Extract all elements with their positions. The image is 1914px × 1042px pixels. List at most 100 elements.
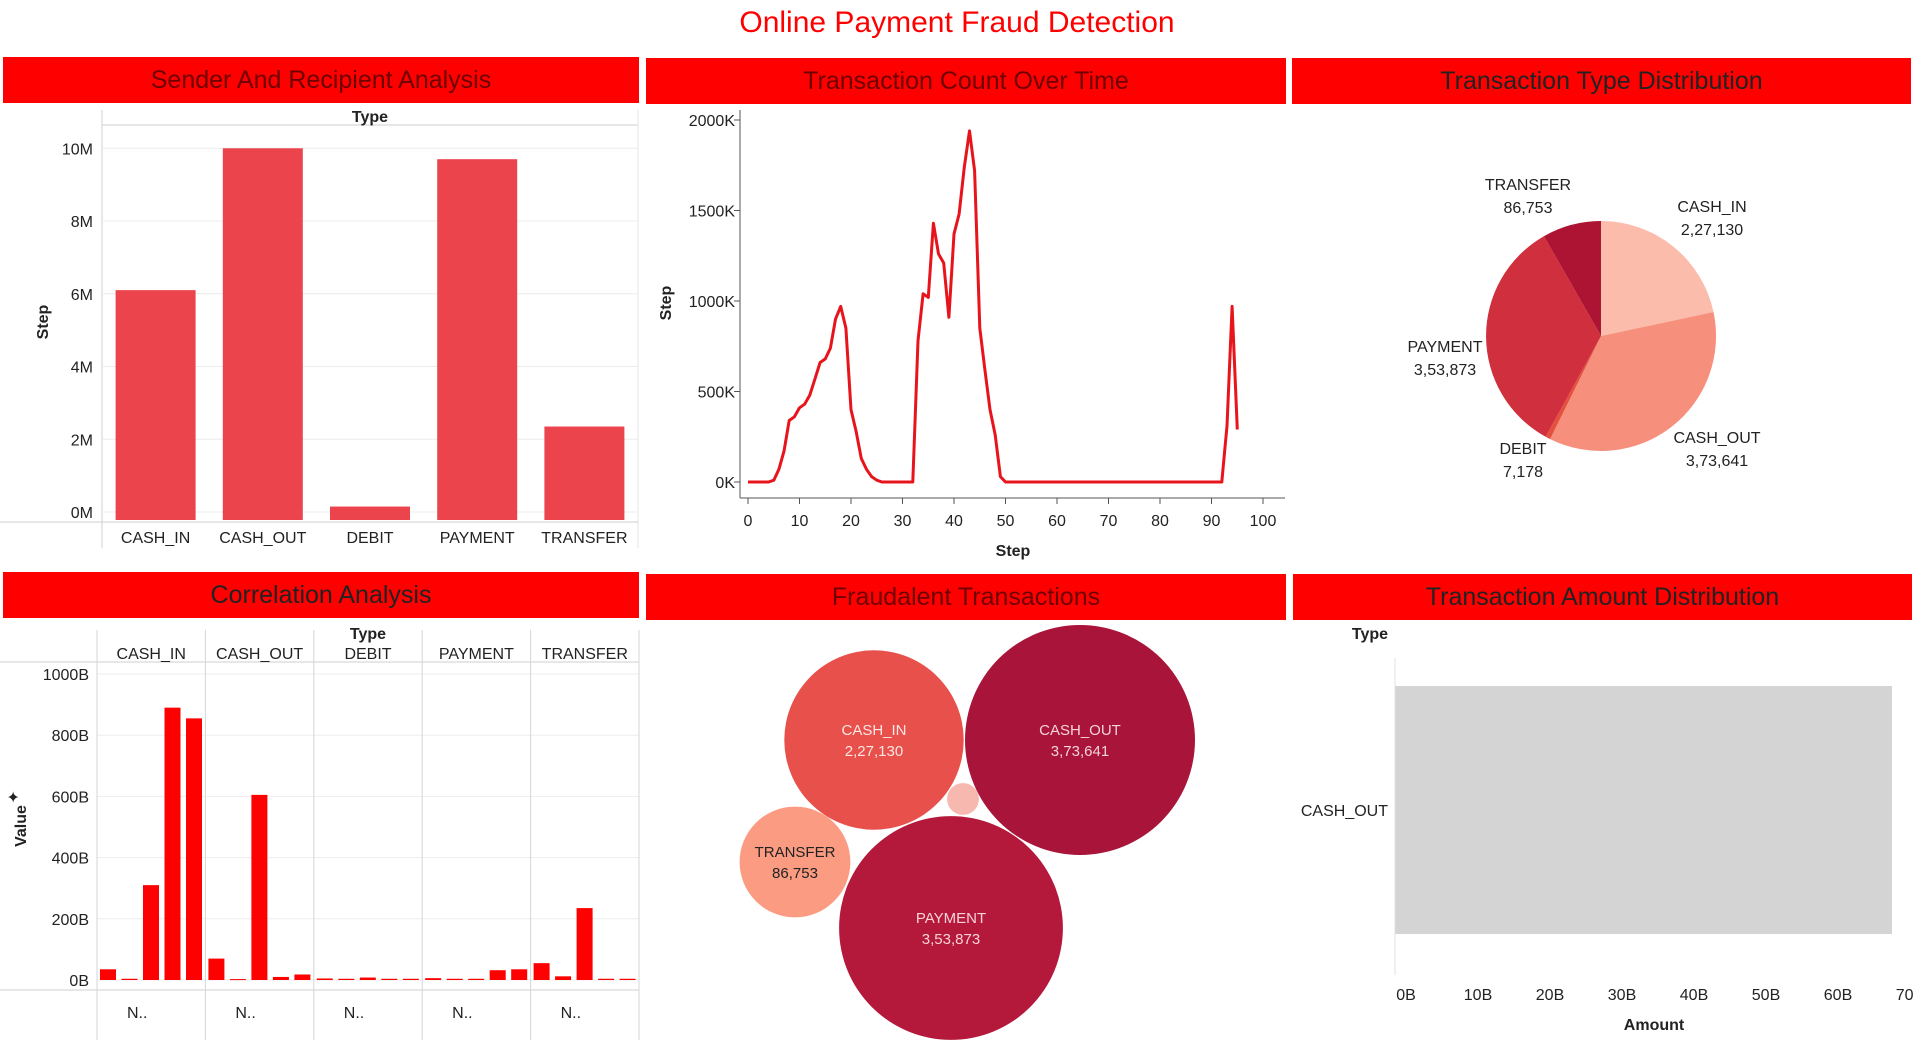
bar — [121, 978, 138, 980]
bar — [446, 978, 463, 980]
y-tick-label: 800B — [52, 728, 89, 745]
bubble-value: 86,753 — [772, 865, 818, 882]
slice-label: CASH_OUT — [1673, 430, 1760, 447]
x-tick-label: 10 — [791, 513, 809, 530]
bottom-label: N.. — [344, 1005, 364, 1022]
y-tick-label: 1000B — [43, 667, 89, 684]
x-tick-label: 20B — [1536, 987, 1564, 1004]
bar — [381, 978, 398, 980]
bubble-label: PAYMENT — [916, 910, 986, 927]
pin-icon: ✦ — [6, 790, 23, 803]
x-tick-label: 20 — [842, 513, 860, 530]
x-tick-label: 0 — [744, 513, 753, 530]
group-label: CASH_IN — [117, 646, 186, 663]
bar — [359, 977, 376, 980]
bar — [115, 290, 196, 520]
slice-value: 86,753 — [1504, 200, 1553, 217]
y-tick-label: 0K — [715, 475, 735, 492]
x-tick-label: 70 — [1100, 513, 1118, 530]
bar — [576, 908, 593, 980]
bar — [619, 978, 636, 980]
bubble — [965, 625, 1195, 855]
row-header: Type — [1352, 626, 1388, 643]
y-axis-label: Step — [35, 304, 52, 339]
y-tick-label: 6M — [71, 287, 93, 304]
y-tick-label: 2000K — [689, 113, 736, 130]
series-line — [748, 129, 1239, 484]
x-tick-label: DEBIT — [346, 530, 393, 547]
x-tick-label: PAYMENT — [440, 530, 515, 547]
bar — [1395, 686, 1892, 934]
bar — [338, 978, 355, 980]
slice-value: 3,53,873 — [1414, 362, 1476, 379]
slice-label: TRANSFER — [1485, 177, 1571, 194]
x-tick-label: 50 — [997, 513, 1015, 530]
y-tick-label: 2M — [71, 432, 93, 449]
y-tick-label: 500K — [698, 385, 736, 402]
bubble — [947, 783, 979, 815]
x-tick-label: TRANSFER — [541, 530, 627, 547]
x-axis-label: Amount — [1624, 1017, 1685, 1034]
panel-header-fraud: Fraudalent Transactions — [646, 574, 1286, 620]
bar — [425, 978, 442, 980]
bar — [330, 506, 410, 520]
bottom-label: N.. — [452, 1005, 472, 1022]
slice-value: 2,27,130 — [1681, 222, 1743, 239]
pie-slice — [1543, 221, 1601, 336]
y-tick-label: 200B — [52, 912, 89, 929]
bar — [186, 718, 202, 980]
x-tick-label: CASH_OUT — [219, 530, 306, 547]
x-tick-label: 40 — [945, 513, 963, 530]
bar — [555, 976, 572, 980]
y-tick-label: 8M — [71, 214, 93, 231]
y-tick-label: 1000K — [689, 294, 736, 311]
y-tick-label: 10M — [62, 141, 93, 158]
panel-header-sender: Sender And Recipient Analysis — [3, 57, 639, 103]
bar — [222, 148, 303, 520]
bar — [229, 979, 246, 981]
x-tick-label: 90 — [1203, 513, 1221, 530]
row-label: CASH_OUT — [1301, 803, 1388, 820]
bar — [100, 969, 116, 980]
bubble-value: 3,73,641 — [1051, 743, 1109, 760]
bubble — [784, 650, 964, 830]
x-tick-label: 10B — [1464, 987, 1492, 1004]
y-axis-label: Value — [13, 805, 30, 847]
y-tick-label: 0M — [71, 505, 93, 522]
bubble — [839, 816, 1063, 1040]
pie-slice — [1550, 312, 1717, 451]
x-tick-label: 100 — [1250, 513, 1277, 530]
bar — [294, 974, 311, 980]
bar — [402, 978, 419, 980]
pie-slice — [1601, 221, 1714, 336]
bar — [511, 969, 528, 980]
group-label: DEBIT — [344, 646, 391, 663]
slice-label: PAYMENT — [1408, 339, 1483, 356]
bar — [164, 707, 181, 980]
bar — [437, 159, 518, 520]
group-label: TRANSFER — [542, 646, 628, 663]
pie-slice — [1486, 236, 1601, 437]
bar — [533, 963, 550, 980]
x-axis-label: Step — [996, 543, 1031, 560]
slice-value: 3,73,641 — [1686, 453, 1748, 470]
bottom-label: N.. — [561, 1005, 581, 1022]
x-tick-label: 30 — [894, 513, 912, 530]
column-header: Type — [350, 626, 386, 643]
x-tick-label: 50B — [1752, 987, 1780, 1004]
bar — [251, 794, 268, 980]
y-tick-label: 1500K — [689, 204, 736, 221]
x-tick-label: 40B — [1680, 987, 1708, 1004]
bar — [468, 978, 485, 980]
bubble-label: CASH_OUT — [1039, 722, 1121, 739]
x-tick-label: 80 — [1151, 513, 1169, 530]
x-tick-label: 60 — [1048, 513, 1066, 530]
dashboard-title: Online Payment Fraud Detection — [739, 6, 1175, 39]
bubble-value: 2,27,130 — [845, 743, 903, 760]
bubble — [739, 806, 851, 918]
column-header: Type — [352, 109, 388, 126]
bubble-label: TRANSFER — [755, 844, 836, 861]
y-tick-label: 4M — [71, 360, 93, 377]
x-tick-label: 0B — [1396, 987, 1416, 1004]
